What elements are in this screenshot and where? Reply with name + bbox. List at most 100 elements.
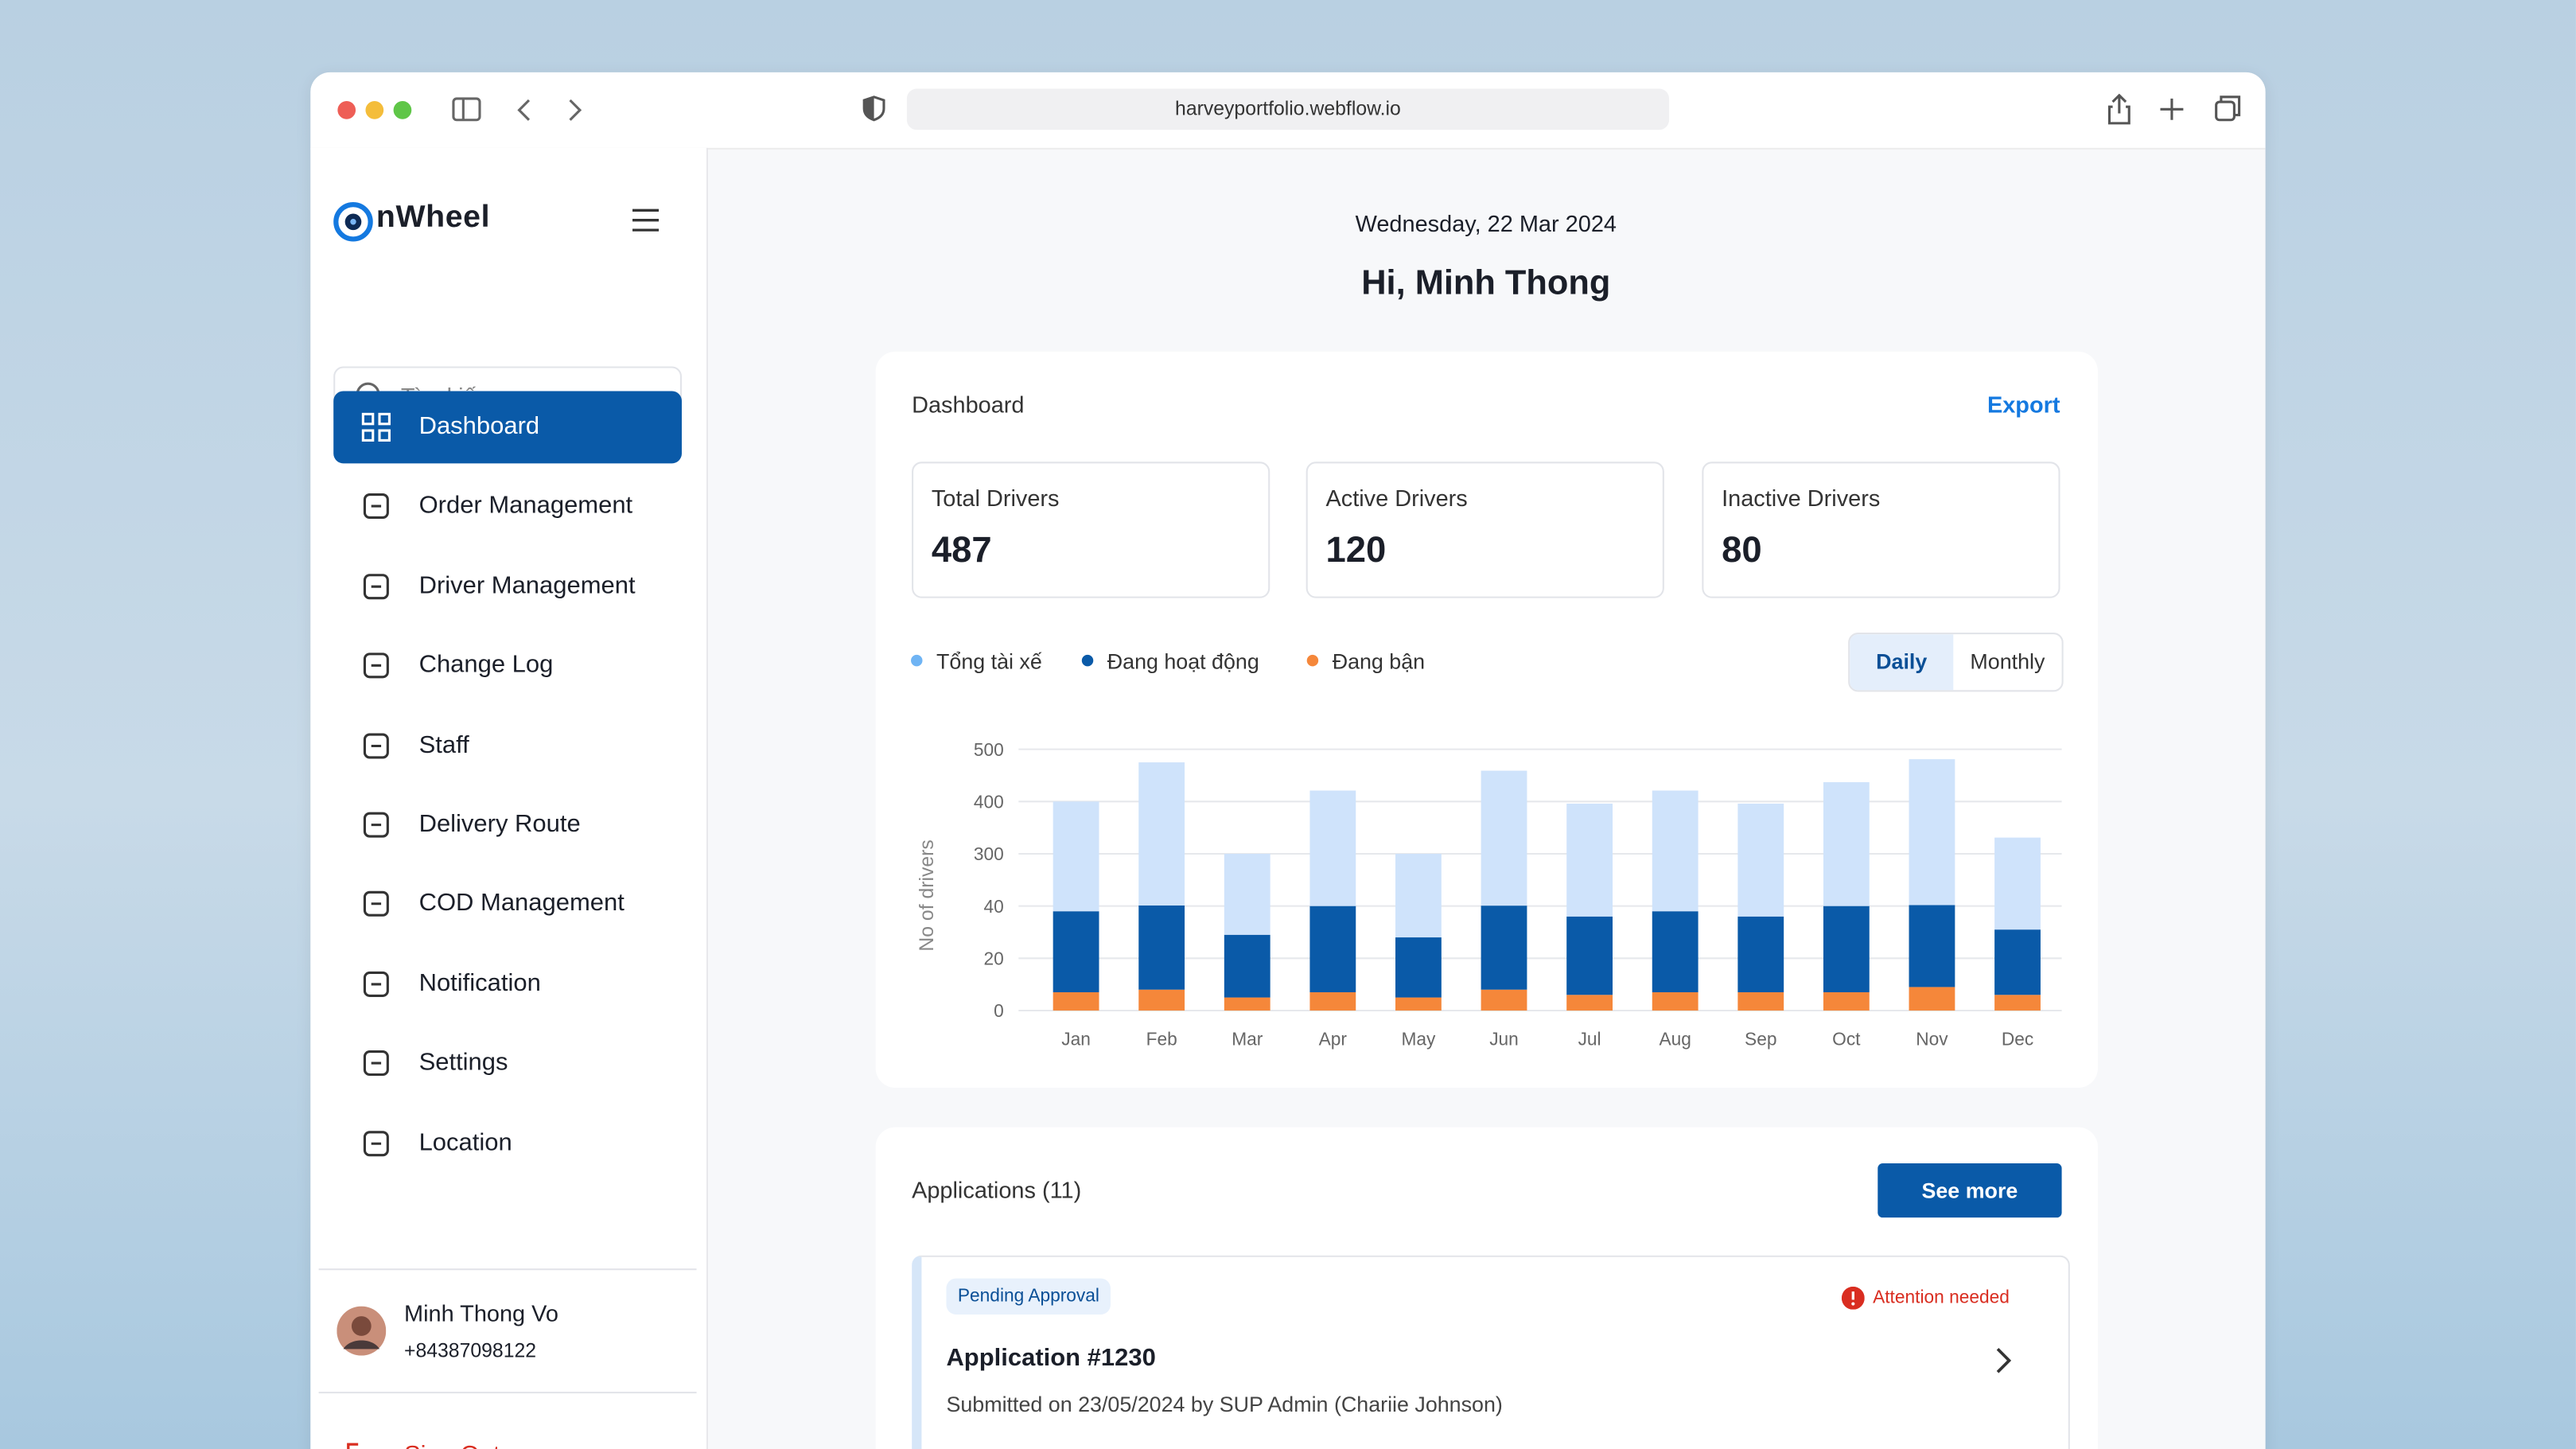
y-tick-label: 500 xyxy=(974,739,1004,760)
bar-segment xyxy=(1053,801,1099,912)
shield-icon xyxy=(862,95,885,122)
window-controls[interactable] xyxy=(333,97,432,123)
bar-segment xyxy=(1994,929,2041,995)
menu-item[interactable]: Driver Management xyxy=(333,550,682,622)
menu-label: Order Management xyxy=(418,492,633,520)
brand-name: nWheel xyxy=(376,200,491,236)
menu-label: Dashboard xyxy=(418,412,540,441)
menu-item[interactable]: Location xyxy=(333,1107,682,1179)
stat-value: 487 xyxy=(931,528,992,571)
bar-segment xyxy=(1909,905,1955,987)
date: Wednesday, 22 Mar 2024 xyxy=(1355,210,1617,237)
menu-item[interactable]: Dashboard xyxy=(333,391,682,464)
x-tick-label: May xyxy=(1401,1028,1436,1049)
bar-segment xyxy=(1823,991,1870,1011)
sign-out[interactable]: Sign Out xyxy=(404,1441,500,1449)
bar-segment xyxy=(1053,991,1099,1011)
url-text: harveyportfolio.webflow.io xyxy=(1175,96,1401,120)
bar-segment xyxy=(1652,991,1699,1011)
bar-segment xyxy=(1138,905,1185,990)
toggle-monthly[interactable]: Monthly xyxy=(1970,649,2045,674)
legend-label: Đang hoạt động xyxy=(1107,649,1259,673)
legend-label: Đang bận xyxy=(1333,649,1425,673)
menu-item[interactable]: Notification xyxy=(333,948,682,1020)
x-tick-label: Nov xyxy=(1916,1028,1948,1049)
x-tick-label: Feb xyxy=(1146,1028,1177,1049)
menu-item[interactable]: Staff xyxy=(333,709,682,781)
user-phone: +84387098122 xyxy=(403,1338,537,1362)
bar-segment xyxy=(1224,853,1270,935)
y-tick-label: 20 xyxy=(983,948,1003,969)
menu-icon xyxy=(363,1050,389,1077)
menu-item[interactable]: Order Management xyxy=(333,470,682,543)
menu-label: Delivery Route xyxy=(418,810,581,839)
menu-label: Driver Management xyxy=(418,571,636,600)
menu-icon xyxy=(363,812,389,838)
bar-segment xyxy=(1395,937,1442,998)
x-tick-label: Sep xyxy=(1745,1028,1776,1049)
browser-actions[interactable] xyxy=(2104,93,2252,127)
menu-icon xyxy=(363,971,389,997)
x-tick-label: Oct xyxy=(1832,1028,1861,1049)
export-link[interactable]: Export xyxy=(1986,391,2060,418)
x-tick-label: Mar xyxy=(1232,1028,1263,1049)
bar-segment xyxy=(1994,995,2041,1011)
stat-label: Inactive Drivers xyxy=(1722,485,1881,512)
menu-icon xyxy=(363,891,389,917)
menu-item[interactable]: COD Management xyxy=(333,868,682,941)
bar-segment xyxy=(1138,762,1185,906)
applications-title: Applications (11) xyxy=(912,1176,1082,1203)
x-tick-label: Jun xyxy=(1489,1028,1519,1049)
application-item[interactable]: Pending Approval Attention needed Applic… xyxy=(912,1255,2070,1449)
user-name: Minh Thong Vo xyxy=(403,1299,558,1326)
stat-card: Active Drivers 120 xyxy=(1306,462,1664,598)
menu-icon xyxy=(361,412,391,442)
card-title: Dashboard xyxy=(912,391,1025,418)
bar-segment xyxy=(1395,997,1442,1011)
x-tick-label: Jan xyxy=(1061,1028,1091,1049)
period-toggle: Daily Monthly xyxy=(1848,633,2064,692)
status-badge: Pending Approval xyxy=(946,1278,1111,1315)
legend-label: Tổng tài xế xyxy=(936,649,1042,673)
bar-segment xyxy=(1566,803,1613,917)
url-bar[interactable]: harveyportfolio.webflow.io xyxy=(906,88,1670,130)
menu-label: Change Log xyxy=(418,651,554,680)
chevron xyxy=(1996,1348,2012,1373)
y-axis-label: No of drivers xyxy=(916,839,938,951)
bar-segment xyxy=(1823,906,1870,992)
greeting: Hi, Minh Thong xyxy=(1361,264,1611,302)
bar-segment xyxy=(1652,911,1699,992)
menu-toggle[interactable] xyxy=(631,207,660,233)
legend-dot xyxy=(1306,654,1319,667)
bar-segment xyxy=(1737,991,1784,1011)
bar-segment xyxy=(1909,759,1955,906)
stat-card: Total Drivers 487 xyxy=(912,462,1270,598)
stat-label: Total Drivers xyxy=(931,485,1060,512)
menu-item[interactable]: Change Log xyxy=(333,629,682,702)
menu-item[interactable]: Delivery Route xyxy=(333,789,682,861)
bar-segment xyxy=(1481,989,1527,1011)
menu-item[interactable]: Settings xyxy=(333,1027,682,1100)
dashboard-card: Dashboard Export Total Drivers 487 Active… xyxy=(875,351,2099,1089)
x-tick-label: Apr xyxy=(1319,1028,1348,1049)
applications-card: Applications (11) See more Pending Appro… xyxy=(875,1127,2099,1449)
menu-icon xyxy=(363,732,389,758)
browser-toolbar: harveyportfolio.webflow.io xyxy=(310,72,2266,150)
nav-buttons[interactable] xyxy=(452,95,600,125)
stat-card: Inactive Drivers 80 xyxy=(1702,462,2060,598)
see-more-button[interactable]: See more xyxy=(1878,1163,2062,1218)
menu-label: Staff xyxy=(418,730,469,759)
bar-segment xyxy=(1481,770,1527,906)
menu-icon xyxy=(363,1130,389,1156)
application-title: Application #1230 xyxy=(946,1344,1156,1373)
menu-label: COD Management xyxy=(418,889,625,918)
y-tick-label: 300 xyxy=(974,843,1004,864)
menu-label: Location xyxy=(418,1128,512,1156)
user-avatar xyxy=(337,1306,387,1356)
x-tick-label: Aug xyxy=(1659,1028,1691,1049)
toggle-daily[interactable]: Daily xyxy=(1850,634,1954,691)
stat-value: 120 xyxy=(1325,528,1387,571)
bar-segment xyxy=(1395,853,1442,938)
